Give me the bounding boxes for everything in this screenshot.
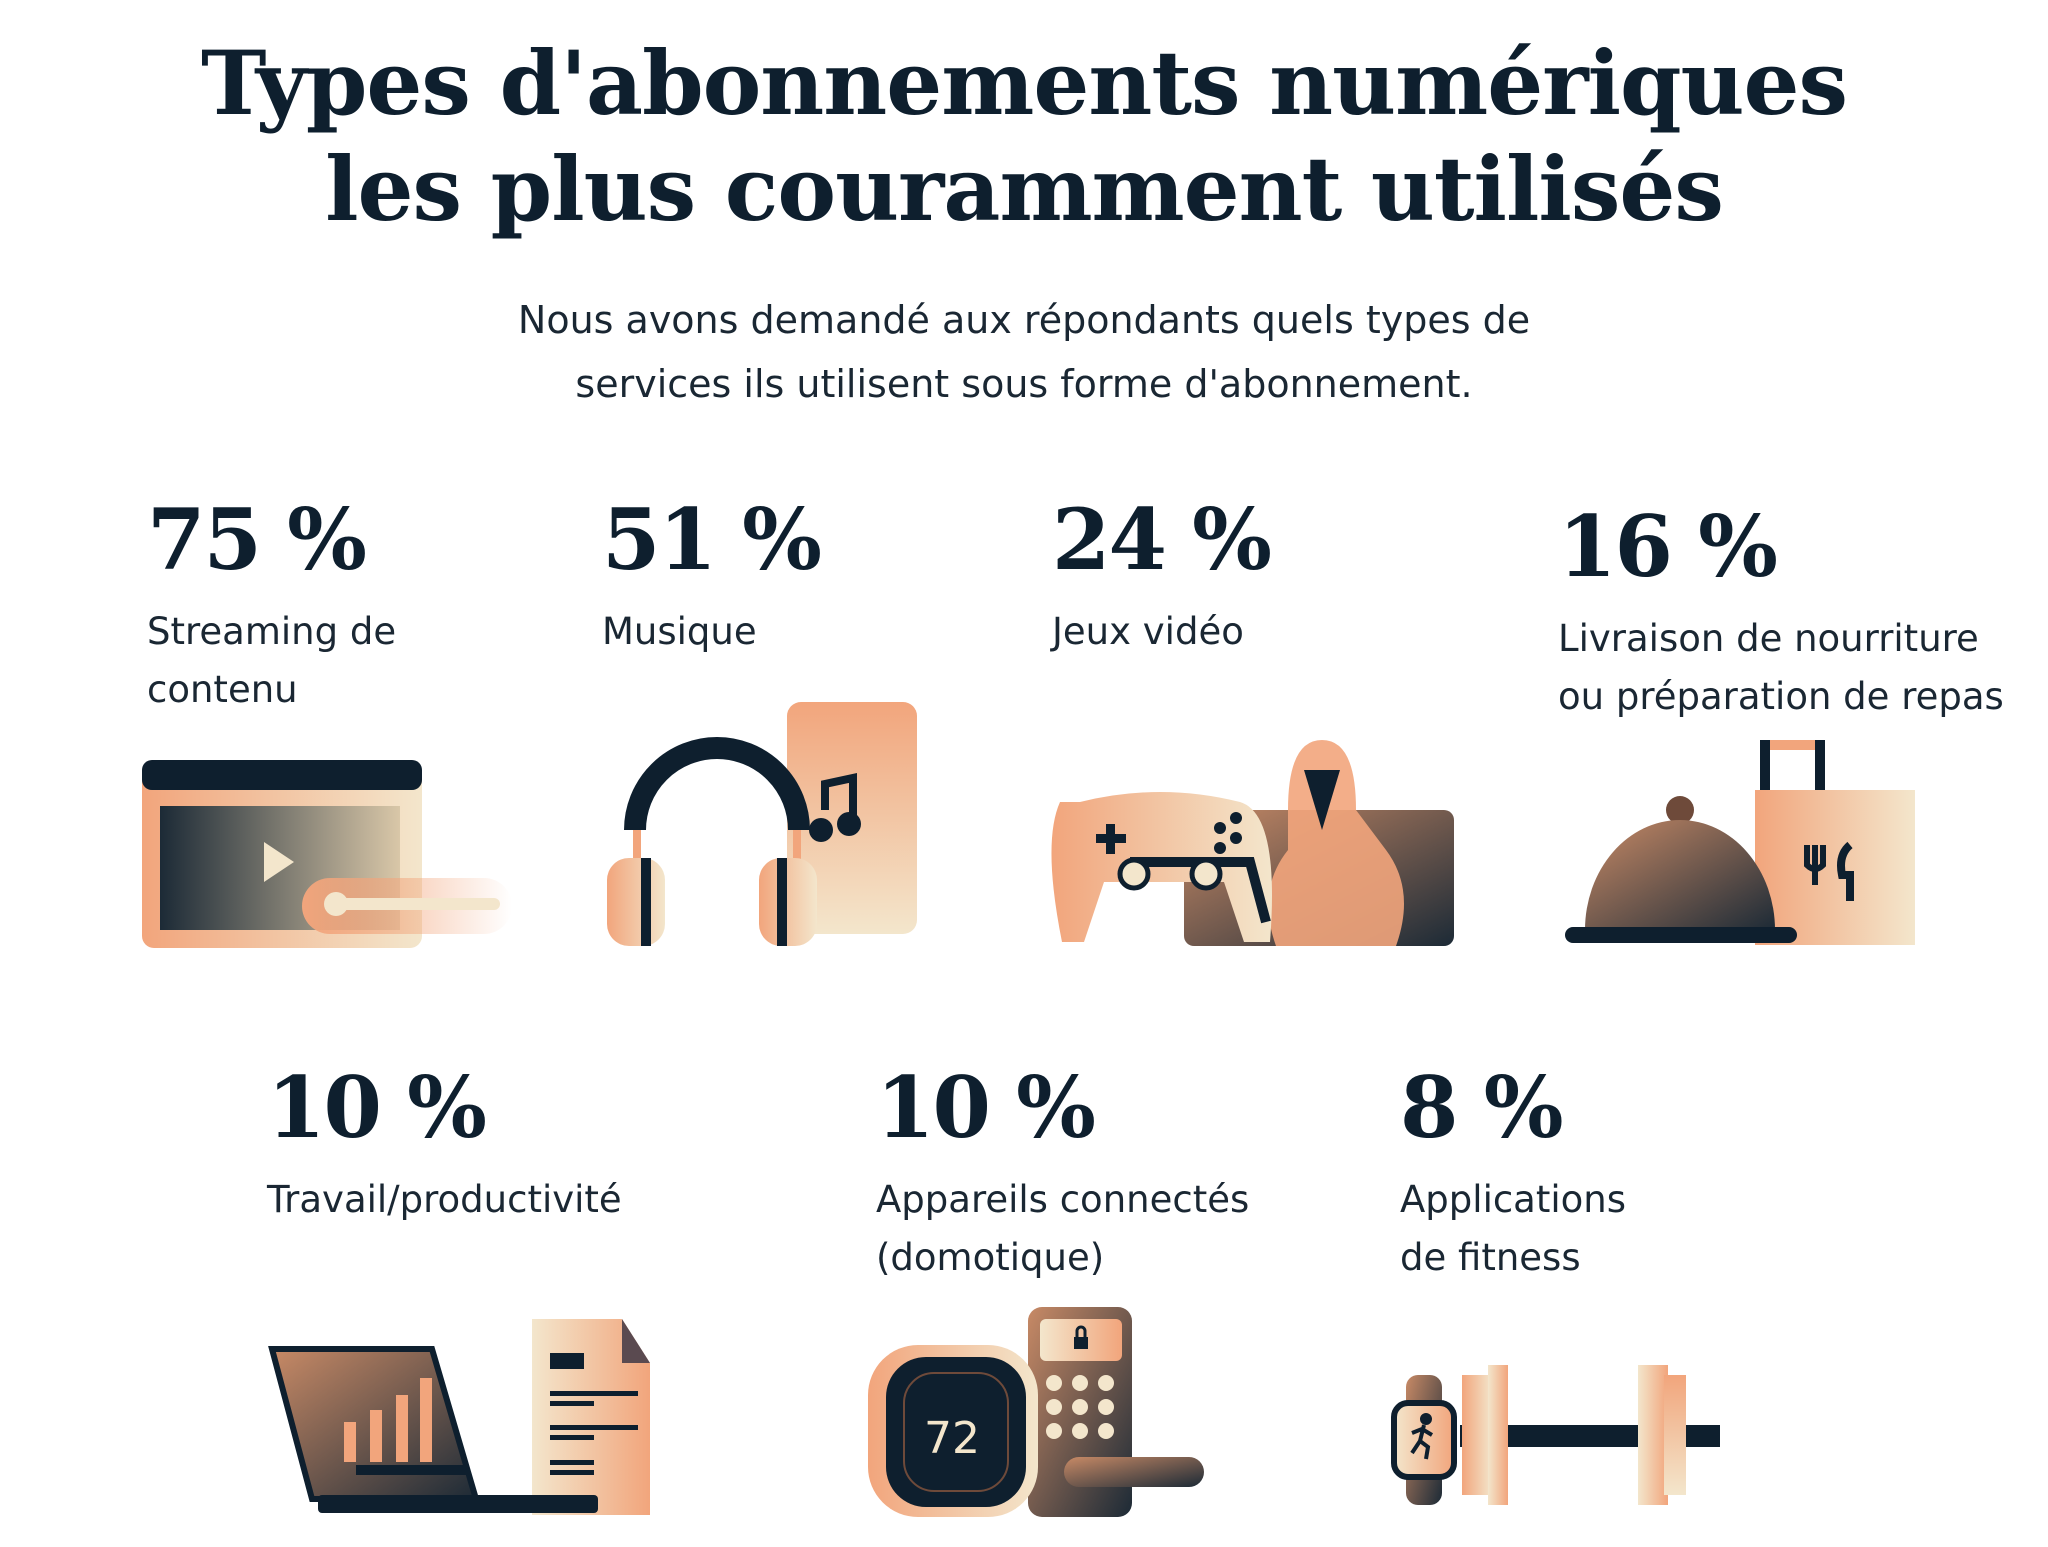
stat-streaming: 75 % Streaming de contenu	[147, 495, 396, 719]
stat-value: 24 %	[1052, 490, 1272, 589]
video-player-icon	[142, 760, 512, 948]
stat-music: 51 % Musique	[602, 490, 822, 661]
stat-label: Streaming de contenu	[147, 610, 397, 711]
stat-value: 10 %	[876, 1058, 1096, 1157]
subtitle-line-1: Nous avons demandé aux répondants quels …	[517, 298, 1531, 342]
stat-label: Applications de fitness	[1400, 1178, 1627, 1279]
title-line-1: Types d'abonnements numériques	[200, 31, 1848, 135]
stat-video-games: 24 % Jeux vidéo	[1052, 490, 1272, 661]
stat-productivity: 10 % Travail/productivité	[267, 1063, 622, 1229]
stat-value: 51 %	[602, 490, 822, 589]
stat-value: 16 %	[1558, 497, 1778, 596]
stat-value: 10 %	[267, 1058, 487, 1157]
stat-label: Livraison de nourriture ou préparation de…	[1558, 617, 2004, 718]
laptop-document-icon	[268, 1319, 650, 1515]
page-title: Types d'abonnements numériques les plus …	[0, 30, 2048, 242]
stat-smart-home: 10 % Appareils connectés (domotique)	[876, 1063, 1249, 1287]
subtitle-line-2: services ils utilisent sous forme d'abon…	[575, 362, 1473, 406]
thermostat-reading: 72	[924, 1413, 980, 1464]
stat-fitness: 8 % Applications de fitness	[1400, 1063, 1626, 1287]
headphones-icon	[607, 702, 917, 946]
smart-home-icon: 72	[868, 1307, 1204, 1517]
stat-label: Travail/productivité	[267, 1178, 622, 1221]
stat-label: Jeux vidéo	[1052, 610, 1244, 653]
food-delivery-icon	[1565, 740, 1915, 945]
stat-value: 8 %	[1400, 1058, 1564, 1157]
stat-label: Musique	[602, 610, 757, 653]
fitness-icon	[1391, 1365, 1720, 1505]
stat-value: 75 %	[147, 490, 367, 589]
stat-food-delivery: 16 % Livraison de nourriture ou préparati…	[1558, 502, 2004, 726]
game-controller-icon	[1051, 740, 1454, 946]
subtitle: Nous avons demandé aux répondants quels …	[0, 288, 2048, 416]
stat-label: Appareils connectés (domotique)	[876, 1178, 1250, 1279]
title-line-2: les plus couramment utilisés	[325, 137, 1724, 241]
